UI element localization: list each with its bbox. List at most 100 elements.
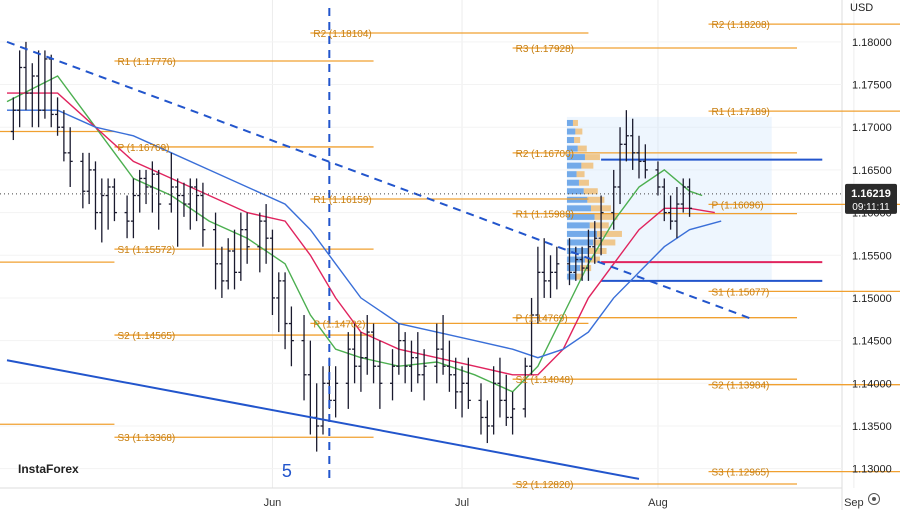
volume-profile-bar <box>574 137 581 144</box>
pivot-level-label: P (1.14769) <box>516 314 568 325</box>
volume-profile-bar <box>566 137 575 144</box>
currency-label[interactable]: USD <box>850 2 874 14</box>
y-tick-label: 1.15000 <box>852 293 892 305</box>
pivot-level-label: S1 (1.15077) <box>712 287 770 298</box>
pivot-level-label: R1 (1.15988) <box>516 210 574 221</box>
ohlc-bar <box>67 127 73 187</box>
ohlc-bar <box>213 212 219 290</box>
ohlc-bar <box>29 63 35 128</box>
y-tick-label: 1.18000 <box>852 37 892 49</box>
volume-profile-bar <box>588 248 607 254</box>
volume-profile-bar <box>566 171 577 178</box>
x-tick-label: Aug <box>648 497 668 509</box>
volume-profile-bar <box>566 188 584 195</box>
volume-profile-bar <box>566 179 579 186</box>
ohlc-bar <box>598 195 604 256</box>
dashed-trendline <box>6 40 754 321</box>
ohlc-bar <box>661 178 667 222</box>
ohlc-bar <box>674 186 680 239</box>
ohlc-bar <box>282 272 288 350</box>
pivot-level-label: R1 (1.17776) <box>117 57 175 68</box>
x-tick-label: Jul <box>455 497 469 509</box>
ohlc-bar <box>402 332 408 384</box>
watermark-logo: InstaForex <box>18 462 79 476</box>
ohlc-bar <box>345 332 351 409</box>
pivot-level-label: S2 (1.14565) <box>117 331 175 342</box>
pivot-level-label: S1 (1.14048) <box>516 375 574 386</box>
volume-profile-bar <box>572 119 578 126</box>
ohlc-bar <box>535 246 541 324</box>
wave-count-label: 5 <box>282 461 292 481</box>
ohlc-bar <box>92 161 98 230</box>
ohlc-bar <box>668 195 674 230</box>
volume-profile-bar <box>566 239 594 246</box>
ohlc-bar <box>320 366 326 435</box>
y-tick-label: 1.17000 <box>852 122 892 134</box>
ohlc-bar <box>465 357 471 409</box>
ohlc-bar <box>522 357 528 418</box>
settings-gear-icon[interactable] <box>868 493 880 505</box>
ohlc-bar <box>244 212 250 264</box>
volume-profile-bar <box>566 248 589 254</box>
volume-profile-bar <box>566 196 588 203</box>
ohlc-bar <box>80 152 86 209</box>
ohlc-bar <box>219 246 225 298</box>
volume-profile-bar <box>566 128 576 135</box>
ohlc-bar <box>99 178 105 243</box>
ohlc-bar <box>55 97 61 136</box>
ohlc-bar <box>111 178 117 222</box>
y-tick-label: 1.16500 <box>852 165 892 177</box>
ohlc-bar <box>130 178 136 239</box>
ohlc-bar <box>478 383 484 435</box>
ohlc-bar <box>585 229 591 281</box>
pivot-level-label: S2 (1.12820) <box>516 480 574 491</box>
volume-profile-bar <box>575 273 583 280</box>
ohlc-bar <box>592 221 598 264</box>
ohlc-bar <box>390 349 396 401</box>
ohlc-bar <box>617 127 623 205</box>
ohlc-bar <box>232 229 238 290</box>
ohlc-bar <box>36 50 42 128</box>
ohlc-bar <box>484 400 490 444</box>
pivot-level-label: R1 (1.17189) <box>712 107 770 118</box>
ohlc-bar <box>364 315 370 375</box>
ohlc-bar <box>503 374 509 426</box>
ohlc-bar <box>630 118 636 170</box>
ohlc-bar <box>269 229 275 316</box>
y-tick-label: 1.15500 <box>852 250 892 262</box>
y-tick-label: 1.14500 <box>852 336 892 348</box>
pivot-level-label: R1 (1.16159) <box>313 195 371 206</box>
x-tick-label: Jun <box>264 497 282 509</box>
ohlc-bar <box>548 255 554 298</box>
ohlc-bar <box>333 366 339 418</box>
ohlc-bar <box>636 135 642 179</box>
ohlc-bar <box>225 238 231 290</box>
ohlc-bar <box>10 97 16 141</box>
ohlc-bar <box>137 169 143 213</box>
volume-profile-bar <box>577 145 587 152</box>
volume-profile-bar <box>583 188 598 195</box>
volume-profile-bar <box>596 230 622 237</box>
ohlc-bar <box>17 50 23 128</box>
ohlc-bar <box>238 212 244 281</box>
ohlc-bar <box>566 238 572 286</box>
pivot-level-label: P (1.16769) <box>117 143 169 154</box>
pivot-level-label: R2 (1.16700) <box>516 149 574 160</box>
ohlc-bar <box>23 41 29 111</box>
volume-profile-bar <box>566 119 573 126</box>
ohlc-bar <box>510 391 516 435</box>
ohlc-bar <box>453 357 459 409</box>
volume-profile-bar <box>566 145 578 152</box>
ohlc-bar <box>175 178 181 247</box>
ohlc-bar <box>200 182 206 247</box>
ohlc-bar <box>623 110 629 162</box>
ohlc-bar <box>396 323 402 375</box>
ohlc-bar <box>415 332 421 384</box>
volume-profile-bar <box>566 265 581 272</box>
ohlc-bar <box>497 357 503 418</box>
y-tick-label: 1.17500 <box>852 80 892 92</box>
volume-profile-bar <box>581 162 594 169</box>
volume-profile-bar <box>593 239 616 246</box>
ohlc-bar <box>263 204 269 264</box>
